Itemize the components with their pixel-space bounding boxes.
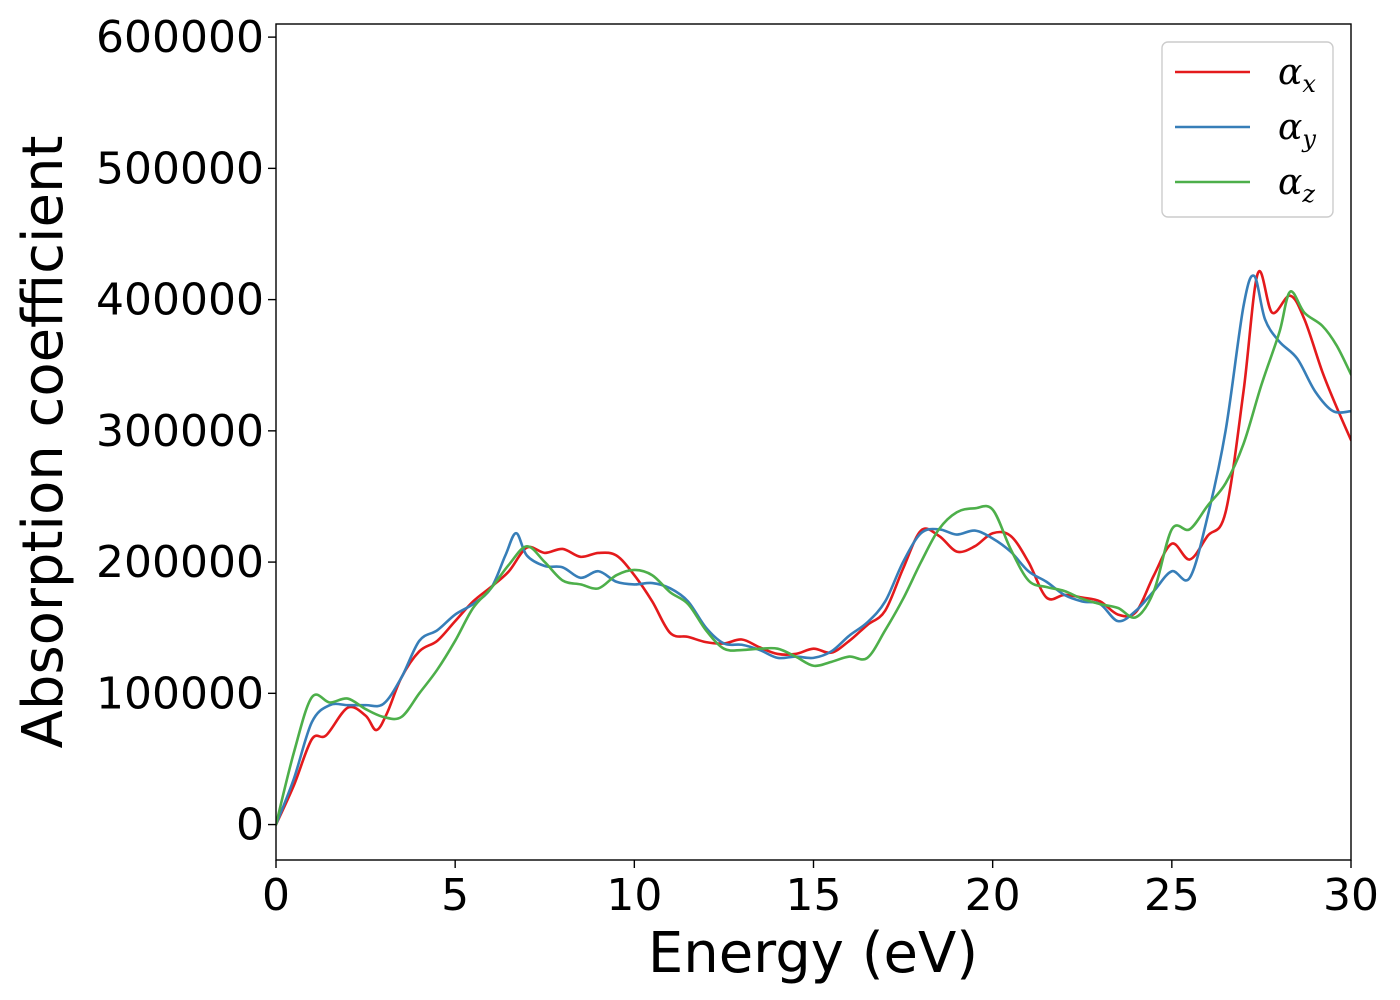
- y-tick-label: 400000: [96, 275, 264, 326]
- y-tick-label: 300000: [96, 406, 264, 457]
- y-tick-label: 100000: [96, 668, 264, 719]
- legend-label-symbol: α: [1278, 162, 1302, 203]
- y-axis: 0 100000 200000 300000 400000 500000 600000: [96, 12, 276, 851]
- y-tick-label: 600000: [96, 12, 264, 63]
- y-tick-label: 200000: [96, 537, 264, 588]
- series-line-alpha-z: [276, 290, 1351, 826]
- legend-label-alpha-x: αx: [1278, 52, 1316, 98]
- legend-label-symbol: α: [1278, 107, 1302, 148]
- x-tick-label: 25: [1144, 870, 1200, 921]
- legend-label-subscript: y: [1301, 125, 1316, 153]
- x-tick-label: 30: [1323, 870, 1379, 921]
- y-tick-label: 500000: [96, 143, 264, 194]
- x-tick-label: 0: [262, 870, 290, 921]
- legend-label-alpha-y: αy: [1278, 107, 1316, 153]
- series-line-alpha-y: [276, 274, 1351, 826]
- x-tick-label: 5: [441, 870, 469, 921]
- y-axis-title: Absorption coefficient: [11, 136, 76, 749]
- legend-label-subscript: x: [1302, 70, 1316, 98]
- legend-frame: [1161, 41, 1334, 218]
- legend-label-subscript: z: [1301, 180, 1315, 208]
- legend-label-symbol: α: [1278, 52, 1302, 93]
- x-tick-label: 15: [786, 870, 842, 921]
- y-tick-label: 0: [236, 800, 264, 851]
- x-axis: 0 5 10 15 20 25 30: [262, 860, 1379, 921]
- x-axis-title: Energy (eV): [648, 921, 978, 986]
- x-tick-label: 20: [965, 870, 1021, 921]
- x-tick-label: 10: [606, 870, 662, 921]
- series-line-alpha-x: [276, 269, 1351, 826]
- legend-label-alpha-z: αz: [1278, 162, 1315, 208]
